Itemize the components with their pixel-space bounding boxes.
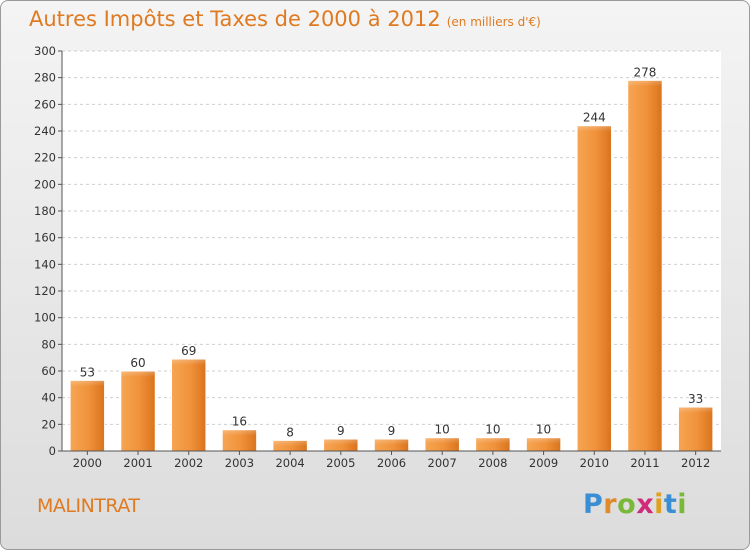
data-label-2005: 9: [337, 424, 345, 438]
x-tick-label-2005: 2005: [326, 456, 355, 470]
chart-subtitle: (en milliers d'€): [446, 15, 541, 29]
data-label-2011: 278: [634, 65, 657, 79]
x-tick-label-2010: 2010: [580, 456, 609, 470]
grid-lines: [62, 50, 721, 452]
data-label-2007: 10: [435, 423, 450, 437]
bar-highlight: [374, 439, 409, 445]
logo-letter: x: [636, 489, 655, 520]
bar-highlight: [678, 407, 713, 413]
bar-highlight: [475, 437, 511, 444]
bar-2010: [576, 125, 613, 452]
y-tick-label: 80: [41, 337, 56, 351]
y-tick-label: 20: [41, 417, 56, 431]
proxiti-logo: Proxiti: [583, 489, 687, 520]
x-tick-label-2006: 2006: [377, 456, 406, 470]
chart-title: Autres Impôts et Taxes de 2000 à 2012 (en…: [29, 7, 541, 31]
bar-2012: [677, 406, 714, 452]
bar-2002: [170, 358, 207, 452]
data-label-2009: 10: [536, 423, 551, 437]
axes: 0 20 40 60 80 100 120 140 160 180 200 220 240 260 280 3…: [34, 44, 721, 470]
y-tick-label: 240: [34, 124, 56, 138]
logo-letter: i: [677, 489, 688, 520]
data-label-2003: 16: [232, 415, 247, 429]
commune-name: MALINTRAT: [37, 495, 140, 517]
logo-letter: i: [654, 489, 664, 520]
y-tick-label: 140: [34, 257, 56, 271]
bar-highlight: [323, 439, 359, 445]
bar-highlight: [222, 429, 257, 436]
data-label-2000: 53: [80, 365, 95, 379]
y-tick-label: 60: [41, 364, 56, 378]
chart-title-text: Autres Impôts et Taxes de 2000 à 2012: [29, 7, 441, 31]
logo-letter: t: [663, 489, 678, 520]
y-tick-label: 300: [34, 44, 56, 58]
data-labels: 53 60 69 16 8 9 9 10 10 10 244 278 33: [80, 65, 704, 439]
y-tick-label: 220: [34, 151, 56, 165]
logo-letter: r: [603, 489, 618, 520]
logo-letter: o: [617, 489, 637, 520]
bar-2000: [69, 379, 106, 452]
x-tick-label-2008: 2008: [478, 456, 507, 470]
data-label-2002: 69: [181, 344, 196, 358]
data-label-2012: 33: [688, 392, 703, 406]
bar-highlight: [120, 371, 156, 377]
x-tick-label-2011: 2011: [630, 456, 659, 470]
bar-highlight: [272, 440, 308, 447]
plot-area: [62, 51, 721, 451]
x-tick-label-2000: 2000: [73, 456, 102, 470]
y-tick-label: 180: [34, 204, 56, 218]
x-tick-label-2009: 2009: [529, 456, 558, 470]
data-label-2006: 9: [388, 424, 396, 438]
x-tick-label-2003: 2003: [225, 456, 254, 470]
y-tick-label: 260: [34, 97, 56, 111]
y-tick-label: 280: [34, 71, 56, 85]
bar-highlight: [577, 125, 612, 132]
y-tick-label: 0: [49, 444, 56, 458]
bar-highlight: [424, 437, 460, 444]
y-tick-label: 160: [34, 231, 56, 245]
x-tick-label-2007: 2007: [428, 456, 457, 470]
y-tick-label: 100: [34, 311, 56, 325]
bar-highlight: [70, 380, 105, 387]
y-tick-label: 200: [34, 177, 56, 191]
bar-2011: [627, 79, 663, 452]
x-tick-label-2012: 2012: [681, 456, 710, 470]
bar-highlight: [526, 437, 561, 444]
data-label-2001: 60: [130, 356, 145, 370]
bar-highlight: [627, 80, 663, 87]
data-label-2010: 244: [583, 111, 606, 125]
bar-2001: [120, 370, 156, 452]
x-tick-label-2002: 2002: [174, 456, 203, 470]
logo-letter: P: [583, 489, 604, 520]
x-tick-label-2001: 2001: [123, 456, 152, 470]
y-tick-label: 40: [41, 391, 56, 405]
x-tick-label-2004: 2004: [275, 456, 304, 470]
data-label-2008: 10: [485, 423, 500, 437]
y-tick-label: 120: [34, 284, 56, 298]
bar-highlight: [171, 359, 206, 365]
bars: [69, 79, 714, 452]
data-label-2004: 8: [286, 425, 294, 439]
